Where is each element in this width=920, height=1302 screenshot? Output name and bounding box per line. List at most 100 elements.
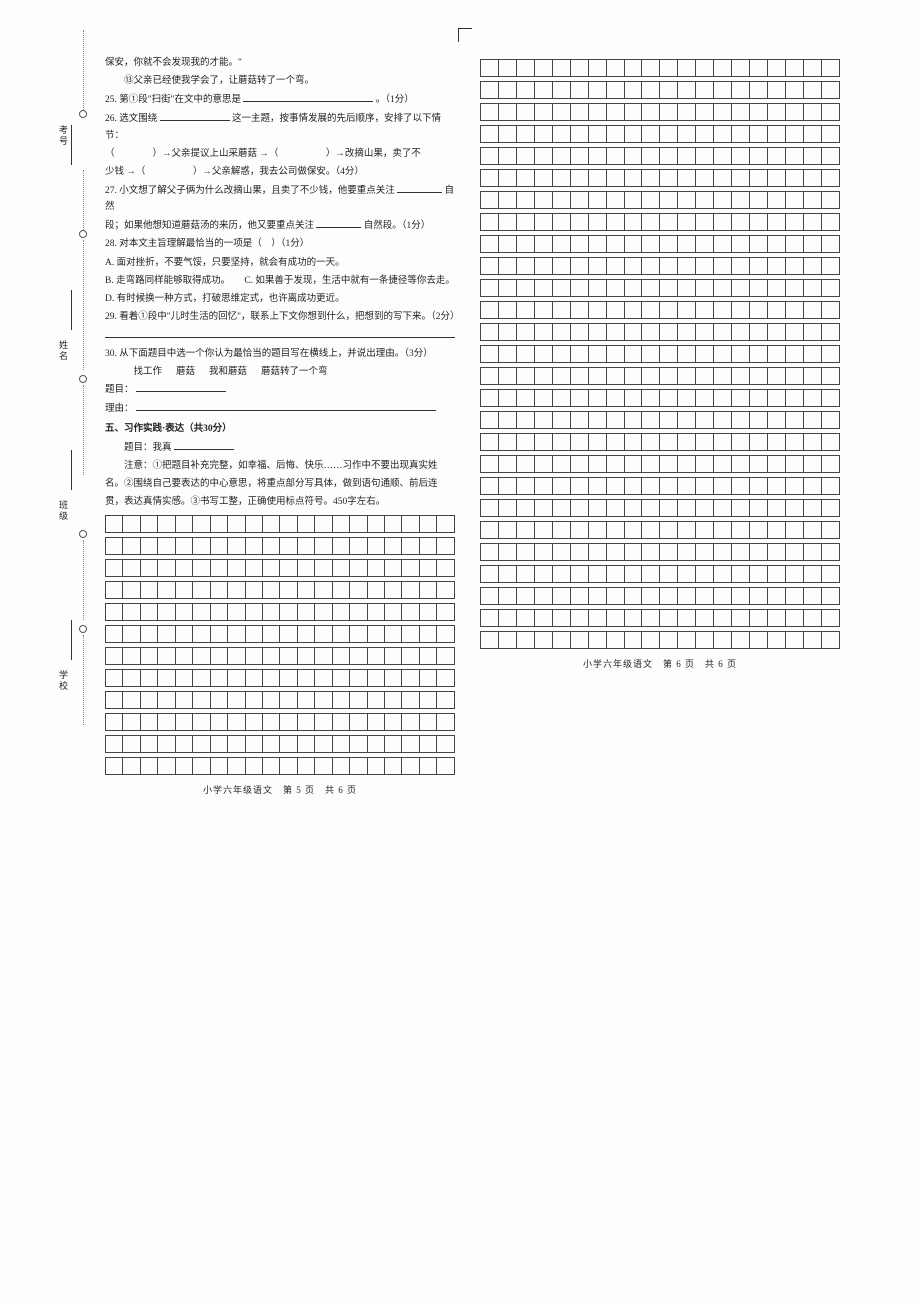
grid-cell[interactable] [803,588,821,605]
grid-cell[interactable] [642,60,660,77]
grid-cell[interactable] [106,669,123,686]
grid-cell[interactable] [315,669,332,686]
grid-cell[interactable] [606,346,624,363]
grid-cell[interactable] [193,537,210,554]
grid-cell[interactable] [768,236,786,253]
grid-cell[interactable] [481,170,499,187]
grid-cell[interactable] [481,478,499,495]
grid-cell[interactable] [175,691,192,708]
grid-cell[interactable] [606,60,624,77]
grid-cell[interactable] [606,104,624,121]
grid-cell[interactable] [642,456,660,473]
grid-cell[interactable] [552,390,570,407]
grid-cell[interactable] [367,757,384,774]
grid-cell[interactable] [367,559,384,576]
grid-cell[interactable] [768,280,786,297]
grid-cell[interactable] [750,500,768,517]
grid-cell[interactable] [803,390,821,407]
grid-cell[interactable] [714,280,732,297]
grid-cell[interactable] [588,280,606,297]
grid-cell[interactable] [570,236,588,253]
grid-cell[interactable] [534,610,552,627]
grid-cell[interactable] [624,192,642,209]
grid-cell[interactable] [696,456,714,473]
grid-cell[interactable] [750,258,768,275]
grid-cell[interactable] [481,280,499,297]
grid-cell[interactable] [552,302,570,319]
grid-cell[interactable] [534,500,552,517]
grid-cell[interactable] [193,559,210,576]
grid-cell[interactable] [534,390,552,407]
grid-cell[interactable] [481,434,499,451]
grid-cell[interactable] [696,500,714,517]
grid-cell[interactable] [419,581,436,598]
grid-cell[interactable] [193,757,210,774]
grid-cell[interactable] [588,632,606,649]
grid-cell[interactable] [385,603,402,620]
grid-cell[interactable] [481,148,499,165]
grid-cell[interactable] [624,500,642,517]
grid-cell[interactable] [696,588,714,605]
grid-cell[interactable] [534,302,552,319]
grid-cell[interactable] [350,603,367,620]
grid-cell[interactable] [606,82,624,99]
grid-cell[interactable] [552,346,570,363]
grid-cell[interactable] [297,691,314,708]
grid-cell[interactable] [768,610,786,627]
grid-cell[interactable] [245,603,262,620]
grid-cell[interactable] [158,647,175,664]
grid-cell[interactable] [588,192,606,209]
grid-cell[interactable] [210,647,227,664]
grid-cell[interactable] [570,148,588,165]
grid-cell[interactable] [750,412,768,429]
grid-cell[interactable] [803,148,821,165]
grid-cell[interactable] [803,412,821,429]
grid-cell[interactable] [803,522,821,539]
grid-cell[interactable] [588,258,606,275]
grid-cell[interactable] [158,625,175,642]
grid-cell[interactable] [732,632,750,649]
grid-cell[interactable] [262,647,279,664]
grid-cell[interactable] [678,346,696,363]
grid-cell[interactable] [768,390,786,407]
grid-cell[interactable] [606,368,624,385]
grid-cell[interactable] [552,588,570,605]
grid-cell[interactable] [785,456,803,473]
grid-cell[interactable] [350,757,367,774]
grid-cell[interactable] [402,603,419,620]
grid-cell[interactable] [262,735,279,752]
grid-cell[interactable] [624,346,642,363]
grid-cell[interactable] [588,478,606,495]
grid-cell[interactable] [696,170,714,187]
grid-cell[interactable] [297,515,314,532]
grid-cell[interactable] [750,126,768,143]
grid-cell[interactable] [106,691,123,708]
grid-cell[interactable] [714,390,732,407]
grid-cell[interactable] [570,434,588,451]
grid-cell[interactable] [481,346,499,363]
grid-cell[interactable] [785,478,803,495]
grid-cell[interactable] [498,302,516,319]
grid-cell[interactable] [437,581,455,598]
grid-cell[interactable] [821,280,839,297]
grid-cell[interactable] [660,522,678,539]
grid-cell[interactable] [481,258,499,275]
grid-cell[interactable] [768,544,786,561]
grid-cell[interactable] [696,302,714,319]
grid-cell[interactable] [714,236,732,253]
grid-cell[interactable] [262,515,279,532]
grid-cell[interactable] [696,368,714,385]
grid-cell[interactable] [481,610,499,627]
grid-cell[interactable] [315,757,332,774]
grid-cell[interactable] [552,412,570,429]
grid-cell[interactable] [642,192,660,209]
grid-cell[interactable] [803,500,821,517]
grid-cell[interactable] [280,603,297,620]
grid-cell[interactable] [570,82,588,99]
grid-cell[interactable] [385,735,402,752]
grid-cell[interactable] [245,559,262,576]
grid-cell[interactable] [280,647,297,664]
grid-cell[interactable] [106,581,123,598]
grid-cell[interactable] [714,192,732,209]
grid-cell[interactable] [714,544,732,561]
